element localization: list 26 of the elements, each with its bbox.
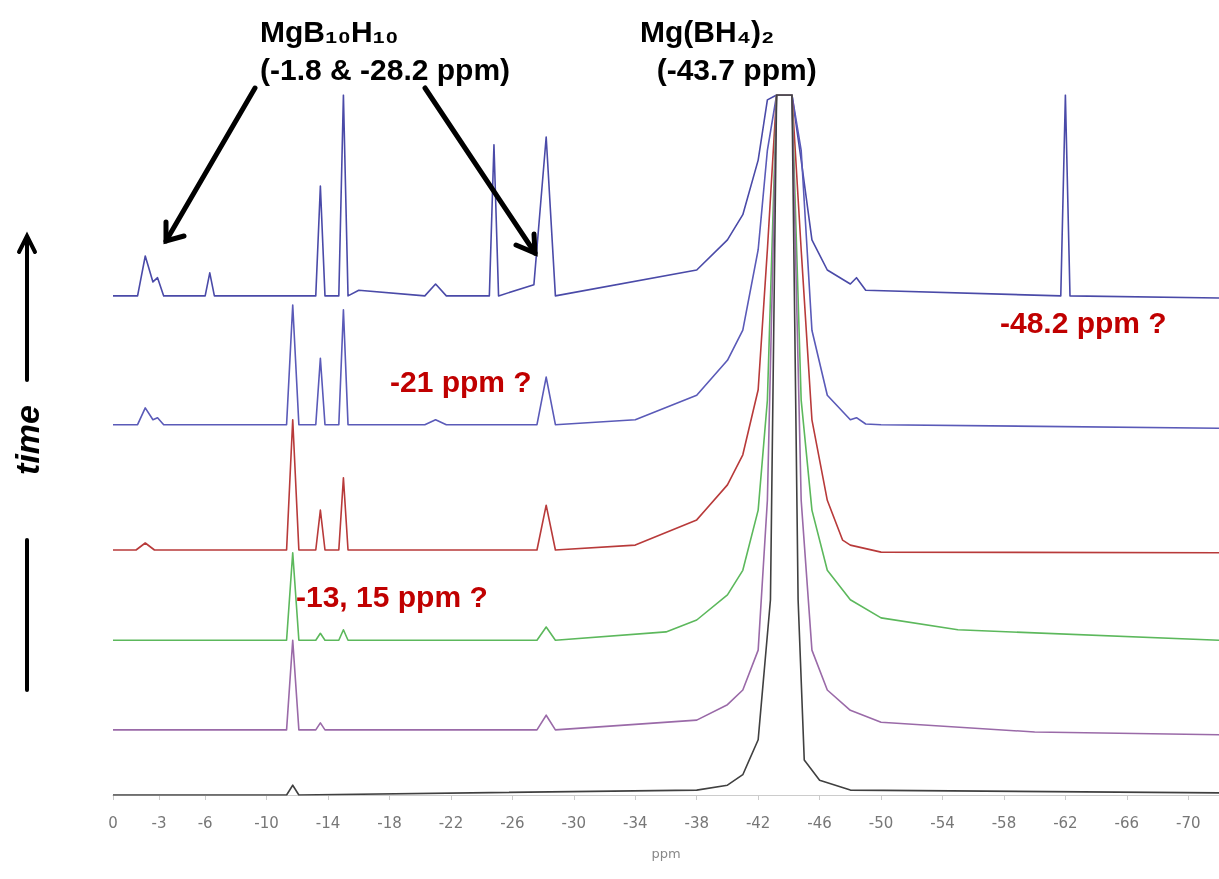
x-tick-label: -18 (377, 813, 402, 832)
annotation: -48.2 ppm ? (1000, 305, 1167, 339)
x-tick-label: -34 (623, 813, 648, 832)
x-tick-label: 0 (108, 813, 118, 832)
x-tick-label: -42 (745, 813, 771, 832)
x-tick-label: -46 (807, 813, 832, 832)
x-tick-label: -26 (500, 813, 525, 832)
x-axis-title: ppm (651, 846, 681, 861)
x-tick-label: -50 (868, 813, 894, 832)
x-tick-label: -3 (151, 813, 167, 832)
y-axis-title: time (8, 404, 46, 475)
annotation: -21 ppm ? (390, 364, 532, 398)
x-tick-label: -30 (561, 813, 587, 832)
annotation: -13, 15 ppm ? (296, 579, 488, 613)
x-tick-label: -22 (438, 813, 464, 832)
x-tick-label: -66 (1114, 813, 1140, 832)
text: MgB₁₀H₁₀ (-1.8 & -28.2 ppm) (260, 14, 511, 86)
x-tick-label: -70 (1176, 813, 1201, 832)
x-tick-label: -38 (684, 813, 709, 832)
x-tick-label: -54 (930, 813, 955, 832)
text: Mg(BH₄)₂ (-43.7 ppm) (640, 14, 817, 86)
x-tick-label: -58 (991, 813, 1017, 832)
x-tick-label: -14 (315, 813, 341, 832)
x-tick-label: -62 (1053, 813, 1078, 832)
x-tick-label: -10 (254, 813, 279, 832)
x-tick-label: -6 (197, 813, 213, 832)
